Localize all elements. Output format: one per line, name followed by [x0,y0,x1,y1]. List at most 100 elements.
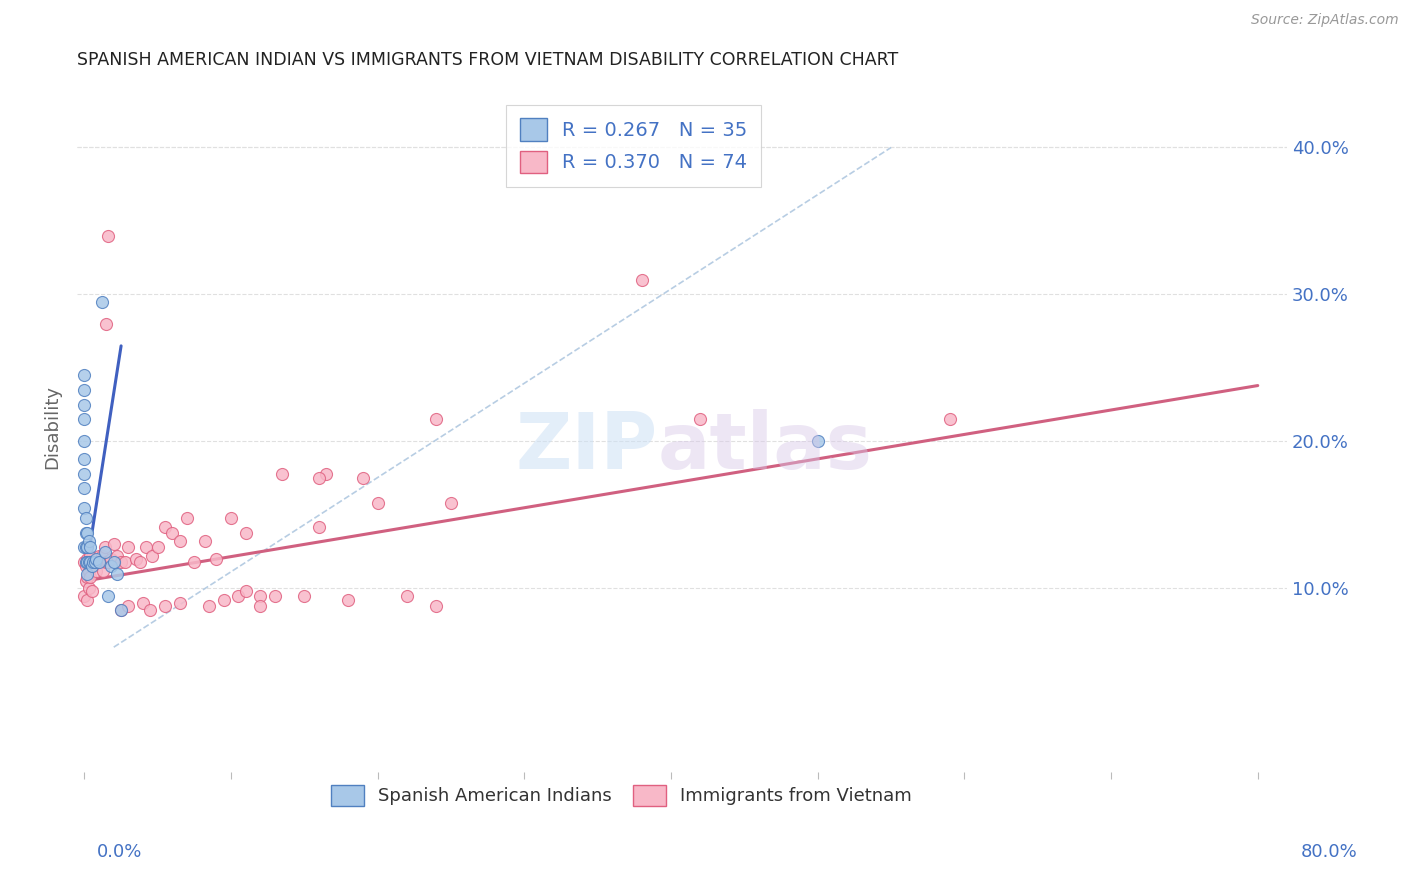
Point [117,599,139,613]
Point [75,540,97,554]
Point [82,555,104,569]
Point [73,434,96,449]
Text: ZIP: ZIP [516,409,658,485]
Point [76,566,98,581]
Point [135,540,157,554]
Point [129,555,152,569]
Point [82,559,104,574]
Point [73,368,96,383]
Point [97,555,120,569]
Point [110,603,132,617]
Point [110,603,132,617]
Point [938,412,960,426]
Point [80,559,103,574]
Point [79,549,101,563]
Point [141,549,163,563]
Point [367,496,389,510]
Point [308,471,330,485]
Point [396,589,419,603]
Point [183,555,205,569]
Point [114,555,136,569]
Point [132,596,155,610]
Point [110,555,132,569]
Point [83,555,105,569]
Point [807,434,830,449]
Point [425,412,447,426]
Point [76,525,98,540]
Point [80,555,103,569]
Point [100,559,122,574]
Point [73,398,96,412]
Point [73,383,96,397]
Point [153,519,176,533]
Point [91,294,114,309]
Point [249,599,271,613]
Point [76,552,98,566]
Point [73,555,96,569]
Point [83,555,105,569]
Point [73,589,96,603]
Point [79,555,101,569]
Point [75,525,97,540]
Point [73,500,96,515]
Point [117,540,139,554]
Point [103,555,125,569]
Point [77,555,100,569]
Point [91,549,114,563]
Point [84,564,107,578]
Point [75,511,97,525]
Point [73,482,96,496]
Point [79,569,101,583]
Point [103,537,125,551]
Point [337,593,360,607]
Point [425,599,447,613]
Point [87,549,110,563]
Point [630,273,652,287]
Point [87,555,110,569]
Point [105,566,128,581]
Point [689,412,711,426]
Point [205,552,228,566]
Point [97,589,120,603]
Point [75,559,97,574]
Point [86,555,108,569]
Point [105,549,128,563]
Point [219,511,242,525]
Point [169,534,191,549]
Point [80,584,103,599]
Point [228,589,250,603]
Point [76,540,98,554]
Point [75,574,97,588]
Point [77,534,100,549]
Point [264,589,287,603]
Point [79,540,101,554]
Y-axis label: Disability: Disability [44,384,60,468]
Point [235,584,257,599]
Point [77,582,100,596]
Point [76,569,98,583]
Point [162,525,184,540]
Point [125,552,148,566]
Text: 0.0%: 0.0% [97,843,142,861]
Point [194,534,217,549]
Point [176,511,198,525]
Point [94,540,117,554]
Point [94,544,117,558]
Point [315,467,337,481]
Point [93,564,115,578]
Point [96,317,118,331]
Point [77,564,100,578]
Point [76,555,98,569]
Point [84,552,107,566]
Point [249,589,271,603]
Text: atlas: atlas [658,409,873,485]
Text: Source: ZipAtlas.com: Source: ZipAtlas.com [1251,13,1399,28]
Point [73,452,96,467]
Point [76,593,98,607]
Point [198,599,221,613]
Text: SPANISH AMERICAN INDIAN VS IMMIGRANTS FROM VIETNAM DISABILITY CORRELATION CHART: SPANISH AMERICAN INDIAN VS IMMIGRANTS FR… [77,51,898,69]
Point [96,555,118,569]
Point [75,555,97,569]
Point [352,471,374,485]
Legend: Spanish American Indians, Immigrants from Vietnam: Spanish American Indians, Immigrants fro… [322,776,921,815]
